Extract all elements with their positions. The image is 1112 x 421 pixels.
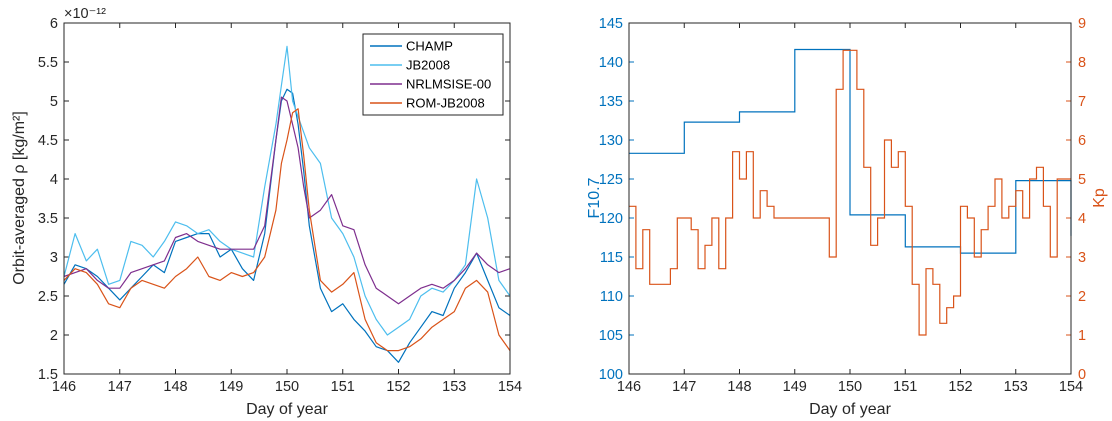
- right-chart: 146 147 148 149 150 151 152 153 1541001051101151…: [586, 16, 1108, 418]
- right-left-y-tick-label: 120: [599, 211, 623, 227]
- right-right-y-tick-label: 5: [1078, 172, 1086, 188]
- left-x-axis-label: Day of year: [246, 401, 328, 418]
- legend-box: [362, 33, 504, 116]
- right-left-y-tick-label: 115: [600, 250, 623, 266]
- right-x-tick-label: 148: [727, 379, 751, 395]
- right-left-y-tick-label: 105: [599, 328, 623, 344]
- left-x-tick-label: 151: [331, 379, 355, 395]
- left-x-tick-label: 148: [163, 379, 187, 395]
- left-y-tick-label: 4: [50, 172, 58, 188]
- left-x-tick-label: 149: [219, 379, 243, 395]
- right-right-y-tick-label: 0: [1078, 367, 1086, 383]
- right-left-y-tick-label: 145: [599, 16, 623, 32]
- left-legend: CHAMP JB2008 NRLMSISE-00 ROM-JB2008: [362, 33, 504, 116]
- left-x-tick-label: 147: [108, 379, 132, 395]
- left-y-tick-label: 2: [50, 328, 58, 344]
- right-left-y-tick-label: 100: [599, 367, 623, 383]
- legend-label: ROM-JB2008: [406, 96, 485, 111]
- left-x-tick-label: 153: [442, 379, 466, 395]
- right-left-y-axis-label: F10.7: [586, 177, 603, 218]
- right-right-y-tick-label: 9: [1078, 16, 1086, 32]
- right-right-y-tick-label: 8: [1078, 55, 1086, 71]
- left-x-tick-label: 150: [275, 379, 299, 395]
- right-x-tick-label: 146: [617, 379, 641, 395]
- left-y-axis-label: Orbit-averaged ρ [kg/m²]: [11, 111, 28, 285]
- right-x-axis-label: Day of year: [809, 401, 891, 418]
- right-x-tick-label: 147: [672, 379, 696, 395]
- right-x-tick-label: 153: [1004, 379, 1028, 395]
- left-ticks: 146 147 148 149 150 151 152 153 154 1.5 2 2.5 3 3.5 4 4…: [38, 16, 522, 395]
- right-x-tick-label: 151: [893, 379, 917, 395]
- right-right-y-tick-label: 3: [1078, 250, 1086, 266]
- legend-label: NRLMSISE-00: [406, 77, 491, 92]
- right-left-y-tick-label: 110: [600, 289, 623, 305]
- legend-label: CHAMP: [406, 39, 453, 54]
- right-left-y-tick-label: 130: [599, 133, 623, 149]
- left-y-tick-label: 1.5: [38, 367, 58, 383]
- left-y-tick-label: 3.5: [38, 211, 58, 227]
- legend-items: CHAMP JB2008 NRLMSISE-00 ROM-JB2008: [370, 39, 491, 111]
- left-x-tick-label: 154: [498, 379, 522, 395]
- right-series-lines: [629, 48, 1072, 336]
- left-x-tick-label: 146: [52, 379, 76, 395]
- left-y-tick-label: 5.5: [38, 55, 58, 71]
- right-x-tick-label: 150: [838, 379, 862, 395]
- left-chart: 146 147 148 149 150 151 152 153 154 1.5 2 2.5 3 3.5 4 4…: [11, 6, 522, 418]
- right-x-tick-label: 154: [1059, 379, 1083, 395]
- right-x-tick-label: 149: [783, 379, 807, 395]
- series-line-kp: [629, 49, 1071, 336]
- right-x-tick-label: 152: [948, 379, 972, 395]
- legend-label: JB2008: [406, 58, 450, 73]
- right-right-y-axis-label: Kp: [1091, 188, 1108, 208]
- series-line-jb2008: [63, 45, 511, 336]
- right-right-y-tick-label: 1: [1078, 328, 1086, 344]
- right-left-y-tick-label: 125: [599, 172, 623, 188]
- left-y-tick-label: 6: [50, 16, 58, 32]
- series-line-f10-7: [629, 48, 1072, 254]
- left-y-tick-label: 3: [50, 250, 58, 266]
- right-ticks: 146 147 148 149 150 151 152 153 1541001051101151…: [599, 16, 1086, 395]
- right-right-y-tick-label: 4: [1078, 211, 1086, 227]
- left-y-tick-label: 2.5: [38, 289, 58, 305]
- right-left-y-tick-label: 140: [599, 55, 623, 71]
- left-y-exponent: ×10⁻¹²: [64, 6, 106, 22]
- right-right-y-tick-label: 2: [1078, 289, 1086, 305]
- left-x-tick-label: 152: [386, 379, 410, 395]
- series-line-champ: [63, 88, 511, 363]
- right-axes-box: [628, 22, 1072, 375]
- left-series-lines: [63, 45, 511, 363]
- left-axes-box: [63, 22, 511, 375]
- left-y-tick-label: 4.5: [38, 133, 58, 149]
- right-left-y-tick-label: 135: [599, 94, 623, 110]
- series-line-rom-jb2008: [63, 108, 511, 352]
- right-right-y-tick-label: 7: [1078, 94, 1086, 110]
- right-right-y-tick-label: 6: [1078, 133, 1086, 149]
- series-line-nrlmsise-00: [63, 96, 511, 305]
- left-y-tick-label: 5: [50, 94, 58, 110]
